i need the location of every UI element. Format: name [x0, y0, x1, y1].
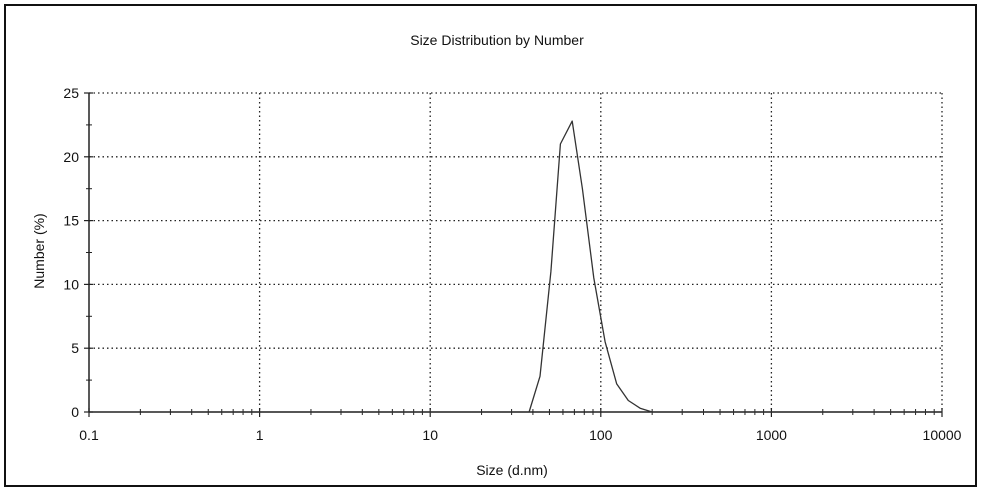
x-tick-label: 1000 [756, 427, 787, 443]
y-tick-label: 15 [63, 213, 79, 229]
chart-svg: Size Distribution by Number 0 5 10 15 20 25 0.… [31, 32, 962, 478]
series-line-0 [191, 120, 942, 413]
y-tick-label: 10 [63, 276, 79, 292]
axes-layer [88, 93, 942, 413]
x-tick-label: 0.1 [79, 427, 99, 443]
y-tick-label: 20 [63, 149, 79, 165]
x-tick-label: 1 [256, 427, 264, 443]
x-tick-label: 10 [422, 427, 438, 443]
ticks-layer: 0 5 10 15 20 25 0.1 1 10 100 1000 10000 [63, 85, 961, 443]
x-tick-label: 100 [589, 427, 613, 443]
y-tick-label: 25 [63, 85, 79, 101]
x-axis-label: Size (d.nm) [476, 462, 548, 478]
series-layer [191, 120, 942, 413]
y-tick-label: 0 [71, 404, 79, 420]
grid-layer [89, 92, 943, 412]
chart-frame: Size Distribution by Number 0 5 10 15 20 25 0.… [4, 4, 977, 487]
y-tick-label: 5 [71, 340, 79, 356]
y-axis-label: Number (%) [31, 213, 47, 288]
chart-title: Size Distribution by Number [410, 32, 584, 48]
x-tick-label: 10000 [923, 427, 962, 443]
